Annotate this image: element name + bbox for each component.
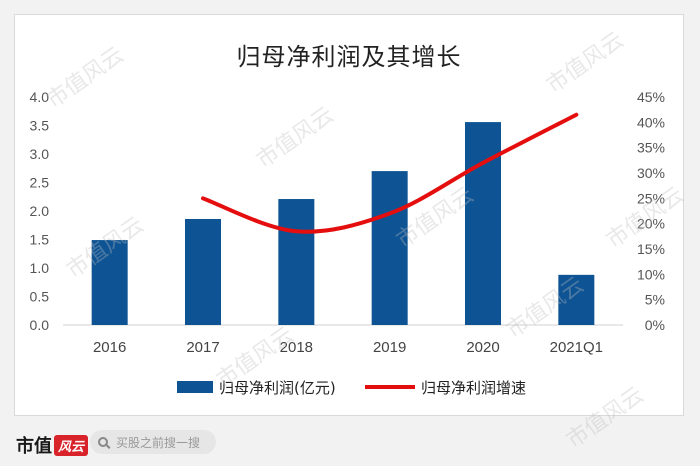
bar-series <box>91 122 595 325</box>
search-placeholder: 买股之前搜一搜 <box>116 435 201 450</box>
y-tick-right: 5% <box>645 292 665 308</box>
y-tick-left: 4.0 <box>30 89 50 105</box>
x-tick-label: 2018 <box>280 339 313 356</box>
legend: 归母净利润(亿元) 归母净利润增速 <box>177 379 526 397</box>
y-tick-left: 1.5 <box>30 232 50 248</box>
chart-title: 归母净利润及其增长 <box>236 43 462 71</box>
x-axis-ticks: 2016 2017 2018 2019 2020 2021Q1 <box>93 339 603 356</box>
y-tick-left: 1.0 <box>30 260 50 276</box>
footer-bar: 市值 风云 买股之前搜一搜 <box>0 416 700 466</box>
y-tick-right: 40% <box>637 114 665 130</box>
growth-line <box>201 112 579 234</box>
y-tick-right: 10% <box>637 266 665 282</box>
brand-text: 市值 <box>16 436 52 457</box>
legend-bar-label: 归母净利润(亿元) <box>219 379 336 397</box>
legend-bar-swatch <box>177 381 213 393</box>
x-tick-label: 2021Q1 <box>550 339 603 356</box>
x-tick-label: 2020 <box>466 339 499 356</box>
y-tick-left: 2.5 <box>30 175 50 191</box>
y-tick-left: 0.0 <box>30 317 50 333</box>
y-tick-right: 25% <box>637 190 665 206</box>
right-y-axis: 0% 5% 10% 15% 20% 25% 30% 35% 40% 45% <box>637 89 665 333</box>
bar <box>465 122 501 325</box>
y-tick-right: 30% <box>637 165 665 181</box>
y-tick-left: 0.5 <box>30 289 50 305</box>
x-tick-label: 2019 <box>373 339 406 356</box>
y-tick-right: 45% <box>637 89 665 105</box>
brand-mark: 风云 <box>54 434 89 456</box>
brand-logo[interactable]: 市值 风云 <box>16 432 89 458</box>
line-series <box>201 112 579 234</box>
bar <box>185 218 221 325</box>
y-tick-left: 3.5 <box>30 118 50 134</box>
bar <box>558 274 595 325</box>
y-tick-left: 3.0 <box>30 146 50 162</box>
left-y-axis: 0.0 0.5 1.0 1.5 2.0 2.5 3.0 3.5 4.0 <box>30 89 50 333</box>
search-box[interactable]: 买股之前搜一搜 <box>90 430 216 454</box>
bar <box>278 199 315 325</box>
y-tick-right: 20% <box>637 216 665 232</box>
combo-chart: 0.0 0.5 1.0 1.5 2.0 2.5 3.0 3.5 4.0 0% 5% 10% 15% 20… <box>30 89 665 397</box>
x-tick-label: 2016 <box>93 339 126 356</box>
x-tick-label: 2017 <box>186 339 219 356</box>
bar <box>371 171 408 325</box>
y-tick-right: 15% <box>637 241 665 257</box>
y-tick-left: 2.0 <box>30 203 50 219</box>
legend-line-label: 归母净利润增速 <box>421 379 526 397</box>
y-tick-right: 0% <box>645 317 665 333</box>
y-tick-right: 35% <box>637 140 665 156</box>
bar <box>91 240 128 325</box>
search-icon <box>98 437 108 447</box>
chart-card: 归母净利润及其增长 0.0 0.5 1.0 1.5 2.0 2.5 3.0 3.5 4.0 0%… <box>14 14 684 416</box>
